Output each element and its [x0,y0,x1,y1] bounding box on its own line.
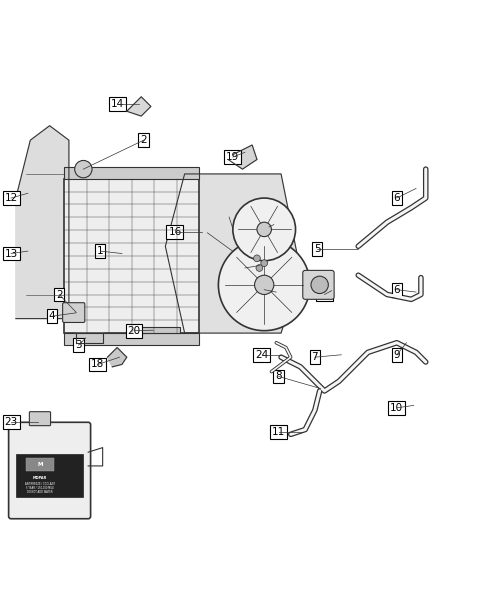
Circle shape [257,222,271,237]
Polygon shape [126,97,151,116]
Text: 24: 24 [255,350,268,360]
Text: 6: 6 [393,284,399,294]
Text: 17: 17 [317,290,331,299]
Text: 4: 4 [48,311,55,321]
Circle shape [75,160,92,178]
FancyBboxPatch shape [26,458,54,471]
Text: 18: 18 [91,359,104,369]
Circle shape [254,275,273,294]
Text: 8: 8 [275,372,281,382]
Circle shape [218,239,309,330]
Text: 20: 20 [127,326,140,336]
Polygon shape [76,333,103,343]
Text: 23: 23 [4,417,17,427]
Text: 7: 7 [311,352,318,362]
Polygon shape [16,125,69,319]
Circle shape [232,198,295,261]
Text: 15: 15 [257,284,270,294]
Text: 13: 13 [4,249,17,259]
Circle shape [253,255,260,262]
Polygon shape [165,174,300,333]
FancyBboxPatch shape [64,179,199,333]
Text: 6: 6 [393,193,399,203]
FancyBboxPatch shape [64,333,199,345]
Text: 12: 12 [4,193,17,203]
Text: 19: 19 [226,152,239,162]
Text: 3: 3 [75,340,82,350]
Text: 1: 1 [97,246,104,256]
Text: 5 YEAR / 150,000 MILE: 5 YEAR / 150,000 MILE [26,487,54,491]
Text: 16: 16 [168,227,181,237]
Circle shape [256,264,262,272]
Text: 22: 22 [262,222,275,232]
Circle shape [310,276,328,293]
Text: MOPAR: MOPAR [33,476,47,480]
FancyBboxPatch shape [9,422,91,519]
FancyBboxPatch shape [16,454,83,497]
Text: 11: 11 [272,427,285,437]
Text: M: M [37,462,43,466]
Text: 10: 10 [390,403,403,413]
Text: 2: 2 [140,135,147,145]
Text: 2: 2 [56,290,62,299]
FancyBboxPatch shape [64,167,199,179]
Polygon shape [227,145,257,169]
FancyBboxPatch shape [62,303,85,322]
Text: 21: 21 [238,263,251,273]
FancyBboxPatch shape [30,412,50,426]
FancyBboxPatch shape [302,270,333,299]
Text: ANTIFREEZE / COOLANT: ANTIFREEZE / COOLANT [25,482,55,485]
Circle shape [260,260,267,267]
Text: 14: 14 [110,99,123,109]
Polygon shape [107,348,126,367]
Text: 9: 9 [393,350,399,360]
Text: 5: 5 [313,244,320,254]
Text: DO NOT ADD WATER: DO NOT ADD WATER [27,490,53,494]
FancyBboxPatch shape [131,327,180,333]
